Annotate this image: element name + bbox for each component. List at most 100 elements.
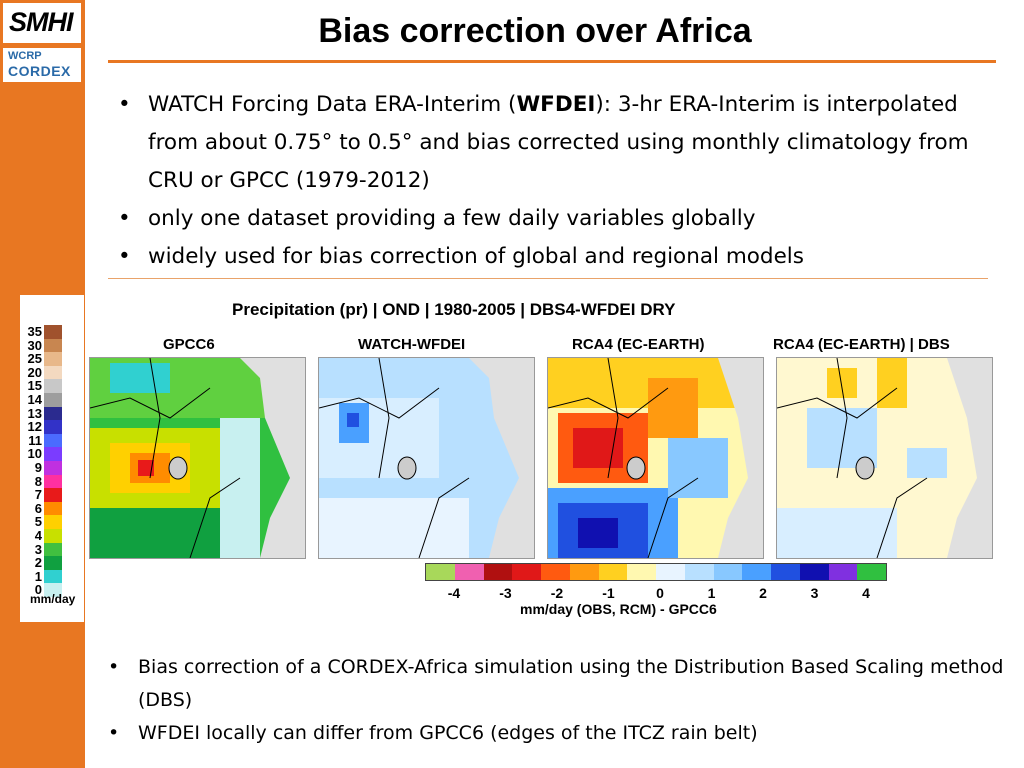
- colorbar-segment: [44, 406, 62, 421]
- map-rca4: [547, 357, 764, 559]
- colorbar-segment: [44, 365, 62, 380]
- smhi-logo: SMHI: [3, 3, 81, 43]
- bias-tick-label: -1: [602, 585, 615, 601]
- colorbar-segment: [44, 569, 62, 584]
- map-watch-wfdei-image: [319, 358, 534, 558]
- bias-colorbar-segment: [713, 564, 743, 580]
- bias-colorbar-label: mm/day (OBS, RCM) - GPCC6: [520, 601, 717, 617]
- bullet-item: Bias correction of a CORDEX-Africa simul…: [102, 651, 1012, 717]
- bias-colorbar-segment: [627, 564, 656, 580]
- map-gpcc6: [89, 357, 306, 559]
- colorbar-label: 9: [34, 460, 42, 475]
- bullet-text: widely used for bias correction of globa…: [148, 244, 804, 269]
- figure-title: Precipitation (pr) | OND | 1980-2005 | D…: [232, 300, 676, 319]
- colorbar-segment: [44, 352, 62, 366]
- colorbar-segment: [44, 433, 62, 448]
- title-divider: [108, 60, 996, 63]
- colorbar-segment: [44, 529, 62, 543]
- bias-tick-label: -2: [550, 585, 564, 601]
- wcrp-logo-text: WCRP: [8, 50, 42, 62]
- bias-colorbar-segment: [656, 564, 685, 580]
- cordex-logo-text: CORDEX: [8, 63, 71, 79]
- panel-title-watch-wfdei: WATCH-WFDEI: [358, 336, 466, 353]
- colorbar-label: 20: [27, 364, 42, 380]
- bias-colorbar-segment: [454, 564, 484, 580]
- colorbar-label: 10: [27, 446, 42, 462]
- bias-colorbar-segment: [512, 564, 541, 580]
- bullet-text: Bias correction of a CORDEX-Africa simul…: [138, 656, 1004, 711]
- map-rca4-image: [548, 358, 763, 558]
- bias-tick-label: 1: [707, 585, 716, 601]
- bullet-text: ): 3-hr ERA-Interim is interpolated from…: [148, 92, 969, 193]
- bias-tick-label: -3: [499, 585, 512, 601]
- colorbar-label: 13: [27, 405, 42, 421]
- map-rca4-dbs-image: [777, 358, 992, 558]
- colorbar-segment: [44, 474, 62, 489]
- bias-colorbar-segment: [598, 564, 628, 580]
- colorbar-segment: [44, 420, 62, 434]
- bullet-item: WATCH Forcing Data ERA-Interim (WFDEI): …: [112, 86, 992, 200]
- colorbar-label: 3: [34, 541, 42, 557]
- colorbar-label: 2: [34, 555, 42, 571]
- bullet-item: only one dataset providing a few daily v…: [112, 200, 992, 238]
- bias-colorbar-segment: [541, 564, 570, 580]
- bias-colorbar-segment: [771, 564, 800, 580]
- bias-tick-label: 2: [759, 585, 767, 601]
- bottom-bullet-list: Bias correction of a CORDEX-Africa simul…: [102, 651, 1012, 750]
- map-watch-wfdei: [318, 357, 535, 559]
- panel-title-rca4-dbs: RCA4 (EC-EARTH) | DBS: [773, 336, 950, 353]
- colorbar-label: 6: [34, 500, 42, 516]
- bias-colorbar-segment: [426, 564, 455, 580]
- colorbar-label: 15: [27, 378, 42, 394]
- bias-tick-label: 4: [862, 585, 870, 601]
- bias-tick-label: 3: [810, 585, 819, 601]
- bias-colorbar-segment: [742, 564, 771, 580]
- colorbar-label: 30: [27, 337, 42, 353]
- colorbar-segment: [44, 461, 62, 475]
- colorbar-label: 14: [27, 392, 42, 407]
- colorbar-label: 0: [34, 582, 42, 598]
- colorbar-segment: [44, 488, 62, 502]
- colorbar-segment: [44, 338, 62, 353]
- bullet-text: WFDEI locally can differ from GPCC6 (edg…: [138, 722, 758, 744]
- top-bullet-list: WATCH Forcing Data ERA-Interim (WFDEI): …: [112, 86, 992, 276]
- map-rca4-dbs: [776, 357, 993, 559]
- colorbar-label: 12: [27, 419, 42, 435]
- colorbar-segment: [44, 393, 62, 407]
- colorbar-label: 4: [34, 528, 42, 543]
- bullet-bold-text: WFDEI: [516, 92, 596, 117]
- bullet-item: widely used for bias correction of globa…: [112, 238, 992, 276]
- bias-colorbar-segment: [483, 564, 513, 580]
- bullet-item: WFDEI locally can differ from GPCC6 (edg…: [102, 717, 1012, 750]
- panel-title-gpcc6: GPCC6: [163, 336, 215, 353]
- cordex-logo: WCRP CORDEX: [3, 48, 81, 82]
- bias-colorbar-segment: [857, 564, 886, 580]
- colorbar-segment: [44, 542, 62, 557]
- bias-colorbar-segment: [799, 564, 829, 580]
- bias-colorbar-segment: [828, 564, 858, 580]
- smhi-logo-text: SMHI: [9, 7, 73, 37]
- colorbar-segment: [44, 447, 62, 461]
- colorbar-segment: [44, 325, 62, 339]
- colorbar-segment: [44, 556, 62, 570]
- bias-colorbar-segment: [684, 564, 714, 580]
- map-gpcc6-image: [90, 358, 305, 558]
- bullet-text: only one dataset providing a few daily v…: [148, 206, 756, 231]
- colorbar-segment: [44, 583, 62, 597]
- colorbar-unit: mm/day: [30, 592, 76, 606]
- colorbar-label: 7: [34, 487, 42, 503]
- panel-title-rca4: RCA4 (EC-EARTH): [572, 336, 705, 353]
- bias-colorbar: [425, 563, 887, 581]
- colorbar-segment: [44, 501, 62, 516]
- section-divider: [108, 278, 988, 279]
- colorbar-label: 25: [27, 351, 42, 367]
- colorbar-label: 35: [27, 324, 42, 339]
- bullet-text: WATCH Forcing Data ERA-Interim (: [148, 92, 517, 117]
- slide-title: Bias correction over Africa: [318, 12, 752, 50]
- bias-colorbar-segment: [569, 564, 599, 580]
- colorbar-segment: [44, 515, 62, 529]
- colorbar-label: 1: [34, 568, 42, 584]
- bias-tick-label: -4: [447, 585, 461, 601]
- colorbar-label: 11: [28, 432, 42, 448]
- colorbar-segment: [44, 379, 62, 393]
